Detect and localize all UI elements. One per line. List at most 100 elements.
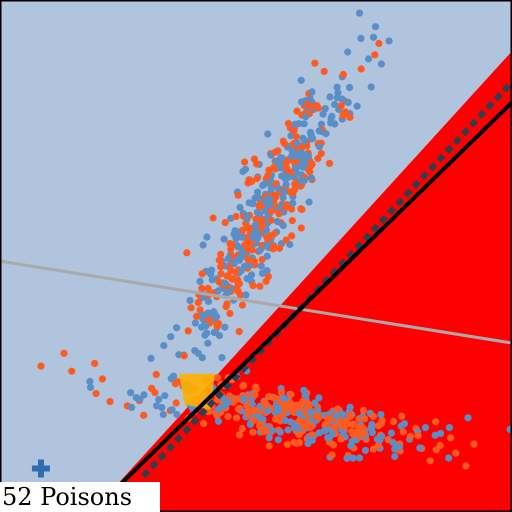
outlier-point <box>147 354 155 362</box>
data-point <box>200 420 208 428</box>
outlier-point <box>367 83 375 91</box>
poison-marker-icon <box>31 459 50 478</box>
data-point <box>315 127 323 135</box>
data-point <box>275 244 284 252</box>
outlier-point <box>426 457 434 465</box>
data-point <box>238 226 247 234</box>
data-point <box>284 173 292 181</box>
data-point <box>128 403 136 411</box>
data-point <box>259 181 267 190</box>
data-point <box>297 76 305 84</box>
data-point <box>221 219 229 227</box>
data-point <box>280 139 289 148</box>
data-point <box>353 102 361 110</box>
data-point <box>204 284 212 292</box>
data-point <box>317 120 325 128</box>
data-point <box>288 147 296 155</box>
data-point <box>267 207 275 215</box>
outlier-point <box>377 60 385 68</box>
data-point <box>368 420 376 428</box>
data-point <box>127 389 135 397</box>
data-point <box>220 395 228 403</box>
data-point <box>253 160 261 168</box>
data-point <box>296 439 304 447</box>
data-point <box>361 446 369 454</box>
data-point <box>213 374 222 382</box>
data-point <box>334 405 342 413</box>
data-point <box>215 332 224 340</box>
data-point <box>339 70 347 79</box>
data-point <box>265 434 273 442</box>
data-point <box>291 120 299 128</box>
data-point <box>360 407 368 415</box>
data-point <box>288 217 296 225</box>
data-point <box>324 414 332 423</box>
data-point <box>302 392 310 400</box>
data-point <box>198 270 206 278</box>
data-point <box>313 102 321 110</box>
outlier-point <box>344 98 352 106</box>
data-point <box>205 297 213 305</box>
data-point <box>304 152 313 160</box>
data-point <box>187 304 195 312</box>
decision-region <box>92 51 512 512</box>
outlier-point <box>37 362 45 370</box>
data-point <box>231 268 240 276</box>
outlier-point <box>365 55 373 63</box>
data-point <box>214 405 222 414</box>
data-point <box>253 174 261 182</box>
data-point <box>245 225 254 233</box>
data-point <box>337 419 345 428</box>
data-point <box>344 48 352 56</box>
data-point <box>251 391 259 399</box>
data-point <box>267 185 275 193</box>
data-point <box>295 410 304 418</box>
data-point <box>315 143 323 151</box>
data-point <box>296 429 304 437</box>
data-point <box>161 392 169 400</box>
data-point <box>234 191 242 199</box>
data-point <box>263 267 271 275</box>
data-point <box>321 426 329 434</box>
data-point <box>204 339 212 347</box>
data-point <box>284 120 293 128</box>
outlier-point <box>447 434 455 442</box>
data-point <box>357 34 365 43</box>
data-point <box>230 260 238 268</box>
data-point <box>217 250 225 258</box>
data-point <box>214 287 222 295</box>
data-point <box>196 306 204 314</box>
data-point <box>437 429 445 437</box>
outlier-point <box>91 359 99 368</box>
data-point <box>169 372 178 380</box>
data-point <box>242 291 250 299</box>
data-point <box>256 247 264 255</box>
data-point <box>275 210 283 218</box>
data-point <box>241 158 249 166</box>
data-point <box>314 407 322 415</box>
data-point <box>208 276 216 284</box>
data-point <box>239 167 247 176</box>
data-point <box>175 351 183 359</box>
data-point <box>338 95 346 103</box>
data-point <box>282 236 290 244</box>
data-point <box>264 130 272 138</box>
outlier-point <box>173 324 181 332</box>
data-point <box>346 411 354 419</box>
data-point <box>250 416 258 424</box>
data-point <box>238 301 247 309</box>
data-point <box>236 203 244 212</box>
data-point <box>291 158 299 166</box>
data-point <box>311 59 319 67</box>
data-point <box>376 436 384 444</box>
data-point <box>279 194 287 202</box>
data-point <box>194 298 202 307</box>
data-point <box>249 428 257 436</box>
data-point <box>196 277 204 285</box>
data-point <box>331 423 339 431</box>
outlier-point <box>431 431 439 439</box>
data-point <box>322 130 330 138</box>
data-point <box>445 424 453 432</box>
data-point <box>275 158 283 166</box>
